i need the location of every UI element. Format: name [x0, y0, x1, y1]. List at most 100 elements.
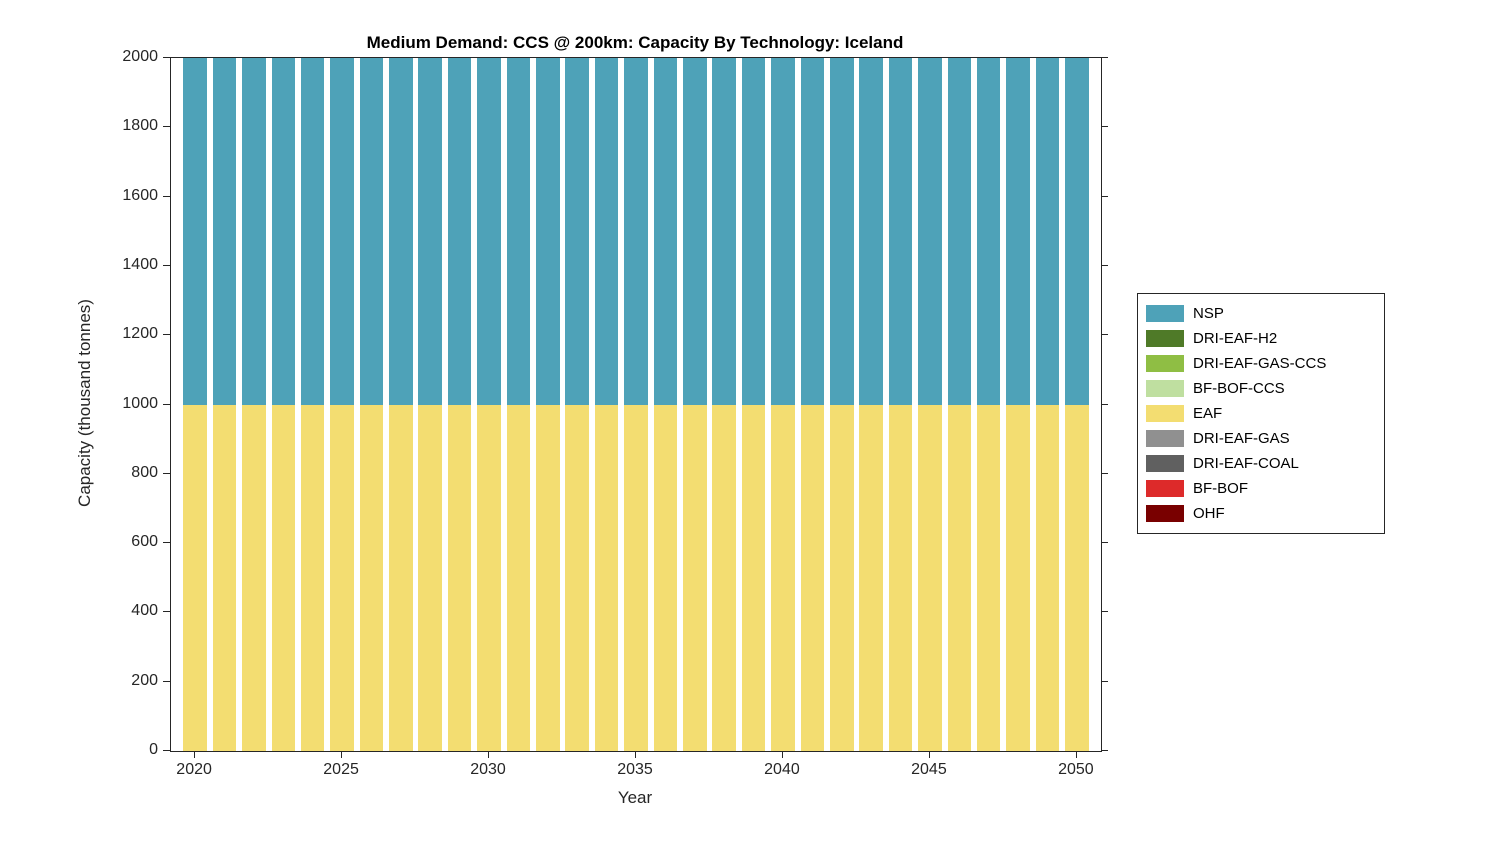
y-tick-label: 2000 [122, 48, 158, 65]
y-tick [163, 57, 170, 58]
bar-segment-nsp [918, 58, 942, 405]
legend-swatch [1146, 355, 1184, 372]
legend-swatch [1146, 330, 1184, 347]
bar-segment-eaf [594, 404, 619, 751]
legend-label: BF-BOF [1193, 480, 1248, 497]
y-tick-right [1101, 542, 1108, 544]
x-tick [341, 751, 343, 758]
legend-item-bf-bof-ccs: BF-BOF-CCS [1146, 376, 1376, 401]
legend-label: DRI-EAF-H2 [1193, 330, 1278, 347]
y-tick-label: 1400 [122, 255, 158, 273]
bar-segment-eaf [1006, 404, 1030, 751]
bar-segment-nsp [242, 58, 266, 405]
bar-segment-eaf [918, 404, 942, 751]
y-tick-label: 400 [131, 602, 158, 620]
legend: NSP DRI-EAF-H2 DRI-EAF-GAS-CCS BF-BOF-CCS EA… [1137, 293, 1385, 534]
bar-segment-nsp [947, 58, 972, 405]
legend-swatch [1146, 430, 1184, 447]
x-tick-label: 2050 [1058, 761, 1094, 778]
y-tick [163, 680, 170, 682]
y-tick-label: 600 [131, 533, 158, 551]
legend-item-nsp: NSP [1146, 301, 1376, 326]
x-tick-label: 2020 [176, 761, 212, 778]
y-tick-right [1101, 611, 1108, 613]
legend-item-eaf: EAF [1146, 401, 1376, 426]
x-tick-label: 2045 [911, 761, 947, 778]
bar-segment-eaf [300, 404, 325, 751]
legend-label: OHF [1193, 505, 1225, 522]
bar-segment-eaf [1035, 404, 1060, 751]
bar-segment-nsp [712, 58, 736, 405]
y-tick-label: 200 [131, 671, 158, 689]
y-tick [163, 472, 170, 474]
bar-segment-eaf [830, 404, 854, 751]
bar-segment-eaf [536, 404, 560, 751]
x-axis-label: Year [617, 788, 653, 807]
y-tick-right [1101, 195, 1108, 197]
x-tick [194, 751, 196, 758]
bar-segment-eaf [212, 404, 237, 751]
y-tick-label: 0 [149, 741, 158, 758]
bar-segment-nsp [624, 58, 648, 405]
bar-segment-nsp [771, 58, 795, 405]
bar-segment-nsp [506, 58, 531, 405]
bar-segment-eaf [1065, 404, 1089, 751]
bar-segment-nsp [859, 58, 883, 405]
bar-segment-eaf [359, 404, 384, 751]
y-tick-label: 1800 [122, 117, 158, 135]
y-tick [163, 264, 170, 266]
bar-segment-nsp [565, 58, 589, 405]
legend-item-bf-bof: BF-BOF [1146, 476, 1376, 501]
y-tick-right [1101, 264, 1108, 266]
legend-label: DRI-EAF-GAS-CCS [1193, 355, 1327, 372]
bar-segment-eaf [624, 404, 648, 751]
bar-segment-eaf [771, 404, 795, 751]
bars-container [171, 58, 1101, 751]
bar-segment-nsp [389, 58, 413, 405]
legend-swatch [1146, 455, 1184, 472]
x-tick [928, 751, 930, 758]
y-axis-label: Capacity (thousand tonnes) [75, 299, 94, 507]
legend-swatch [1146, 405, 1184, 422]
bar-segment-nsp [976, 58, 1001, 405]
bar-segment-nsp [1065, 58, 1089, 405]
bar-segment-eaf [183, 404, 207, 751]
legend-item-dri-eaf-gas-ccs: DRI-EAF-GAS-CCS [1146, 351, 1376, 376]
bar-segment-nsp [212, 58, 237, 405]
bar-segment-eaf [447, 404, 472, 751]
y-tick-label: 1600 [122, 186, 158, 204]
bar-segment-nsp [536, 58, 560, 405]
bar-segment-nsp [741, 58, 766, 405]
x-tick-label: 2030 [470, 761, 506, 778]
legend-label: DRI-EAF-GAS [1193, 430, 1290, 447]
bar-segment-eaf [653, 404, 678, 751]
bar-segment-eaf [888, 404, 913, 751]
bar-segment-nsp [594, 58, 619, 405]
legend-label: EAF [1193, 405, 1223, 422]
x-tick-label: 2035 [617, 761, 653, 778]
x-tick [488, 751, 490, 758]
bar-segment-eaf [506, 404, 531, 751]
legend-swatch [1146, 505, 1184, 522]
y-tick [163, 334, 170, 336]
x-tick [1075, 751, 1077, 758]
bar-segment-nsp [683, 58, 707, 405]
y-tick-label: 1000 [122, 394, 158, 412]
legend-label: DRI-EAF-COAL [1193, 455, 1299, 472]
bar-segment-nsp [447, 58, 472, 405]
y-tick-right [1101, 472, 1108, 474]
chart-title: Medium Demand: CCS @ 200km: Capacity By … [366, 33, 904, 52]
bar-segment-eaf [330, 404, 354, 751]
x-tick [781, 751, 783, 758]
bar-segment-nsp [271, 58, 296, 405]
y-tick [163, 611, 170, 613]
y-tick [163, 750, 170, 751]
legend-swatch [1146, 380, 1184, 397]
x-tick-label: 2040 [764, 761, 800, 778]
legend-swatch [1146, 480, 1184, 497]
bar-segment-nsp [477, 58, 501, 405]
bar-segment-eaf [683, 404, 707, 751]
bar-segment-nsp [359, 58, 384, 405]
bar-segment-eaf [741, 404, 766, 751]
bar-segment-eaf [389, 404, 413, 751]
